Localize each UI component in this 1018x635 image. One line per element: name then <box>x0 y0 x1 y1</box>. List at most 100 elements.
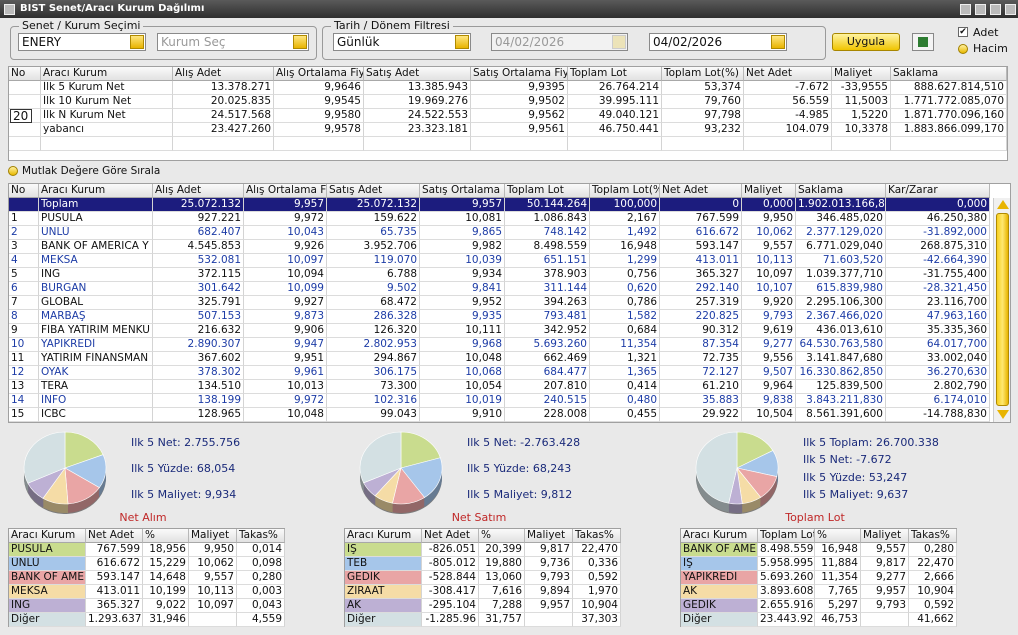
cell: 56.559 <box>744 95 832 109</box>
total-cell: 0 <box>660 198 742 212</box>
cell: 23.323.181 <box>364 123 471 137</box>
cell: 767.599 <box>86 543 143 557</box>
radio-button[interactable] <box>958 44 968 54</box>
broker-combo[interactable]: Kurum Seç <box>157 33 309 51</box>
cell: 10,111 <box>420 324 505 338</box>
column-header: Satış Adet <box>364 67 471 81</box>
cell: 9,838 <box>742 394 796 408</box>
column-header: Net Adet <box>660 184 742 198</box>
cell: 1.039.377,710 <box>796 268 886 282</box>
cell <box>9 123 41 137</box>
cell: 24.522.553 <box>364 109 471 123</box>
cell: 294.867 <box>327 352 420 366</box>
column-header: Satış Ortalama Fiyat <box>471 67 568 81</box>
cell: 216.632 <box>153 324 244 338</box>
cell: 7,616 <box>479 585 525 599</box>
scrollbar[interactable] <box>993 198 1010 422</box>
pie-slice <box>736 431 774 469</box>
cell: 3.843.211,830 <box>796 394 886 408</box>
cell: 26.764.214 <box>568 81 662 95</box>
window-close-button[interactable] <box>1005 4 1016 15</box>
cell: 9,9545 <box>274 95 364 109</box>
cell: 12 <box>9 366 39 380</box>
close-button[interactable] <box>4 4 15 15</box>
radio-label: Hacim <box>973 42 1008 55</box>
date-arrow[interactable] <box>771 35 785 49</box>
n-input[interactable]: 20 <box>10 109 32 123</box>
symbol-combo[interactable]: ENERY <box>18 33 146 51</box>
cell: 346.485,020 <box>796 212 886 226</box>
combo-arrow[interactable] <box>130 35 144 49</box>
apply-button[interactable]: Uygula <box>832 33 900 51</box>
cell: 9,9646 <box>274 81 364 95</box>
cell: 2.377.129,020 <box>796 226 886 240</box>
total-cell: 25.072.132 <box>153 198 244 212</box>
cell <box>744 137 832 151</box>
excel-button[interactable] <box>912 33 934 51</box>
scroll-thumb[interactable] <box>996 213 1009 406</box>
period-combo[interactable]: Günlük <box>333 33 471 51</box>
cell: 19,880 <box>479 557 525 571</box>
cell: AK <box>345 599 422 613</box>
info-line: Ilk 5 Maliyet: 9,637 <box>803 488 909 501</box>
cell: 102.316 <box>327 394 420 408</box>
cell: 342.952 <box>505 324 590 338</box>
cell: 14,648 <box>143 571 189 585</box>
column-header: Alış Ortalama Fiy <box>244 184 327 198</box>
column-header: Net Adet <box>744 67 832 81</box>
maximize-button[interactable] <box>990 4 1001 15</box>
panel-title: Net Alım <box>119 511 167 524</box>
cell: 325.791 <box>153 296 244 310</box>
combo-arrow[interactable] <box>455 35 469 49</box>
cell: 10,099 <box>244 282 327 296</box>
pie-chart <box>695 431 779 514</box>
cell: 1,365 <box>590 366 660 380</box>
cell: 9,906 <box>244 324 327 338</box>
info-line: Ilk 5 Maliyet: 9,934 <box>131 488 237 501</box>
title-bar: BIST Senet/Aracı Kurum Dağılımı <box>0 0 1018 18</box>
cell: -4.985 <box>744 109 832 123</box>
cell: BANK OF AMERICA Y <box>39 240 153 254</box>
cell: 73.300 <box>327 380 420 394</box>
column-header: Toplam Lot(%) <box>662 67 744 81</box>
cell: 9,972 <box>244 212 327 226</box>
cell: TEB <box>345 557 422 571</box>
radio-button[interactable] <box>8 166 18 176</box>
cell: 268.875,310 <box>886 240 990 254</box>
cell: 3.141.847,680 <box>796 352 886 366</box>
column-header: Alış Adet <box>153 184 244 198</box>
cell: 378.903 <box>505 268 590 282</box>
cell: 10,019 <box>420 394 505 408</box>
cell: ÜNLÜ <box>39 226 153 240</box>
cell: PUSULA <box>39 212 153 226</box>
total-cell: 1.902.013.166,8 <box>796 198 886 212</box>
column-header: Alış Ortalama Fiyat <box>274 67 364 81</box>
scroll-up[interactable] <box>997 200 1009 209</box>
combo-arrow[interactable] <box>293 35 307 49</box>
pie-slice <box>695 431 738 504</box>
cell: 9,947 <box>244 338 327 352</box>
cell <box>471 137 568 151</box>
column-header: Toplam Lot <box>505 184 590 198</box>
cell: 29.922 <box>660 408 742 422</box>
cell: -42.664,390 <box>886 254 990 268</box>
cell: 8.498.559 <box>505 240 590 254</box>
cell: 13.385.943 <box>364 81 471 95</box>
scroll-down[interactable] <box>997 410 1009 419</box>
checkbox-label: Adet <box>973 26 999 39</box>
column-header: Satış Ortalama Fi <box>420 184 505 198</box>
date-to[interactable]: 04/02/2026 <box>649 33 787 51</box>
cell: 10,054 <box>420 380 505 394</box>
total-cell: 50.144.264 <box>505 198 590 212</box>
cell: 2,666 <box>909 571 957 585</box>
checkbox[interactable]: ✔ <box>958 27 968 37</box>
cell: 0,620 <box>590 282 660 296</box>
restore-button[interactable] <box>975 4 986 15</box>
cell: 0,684 <box>590 324 660 338</box>
cell: -805.012 <box>422 557 479 571</box>
cell: -826.051 <box>422 543 479 557</box>
cell: 0,414 <box>590 380 660 394</box>
cell: 684.477 <box>505 366 590 380</box>
cell: 9,277 <box>861 571 909 585</box>
minimize-button[interactable] <box>960 4 971 15</box>
